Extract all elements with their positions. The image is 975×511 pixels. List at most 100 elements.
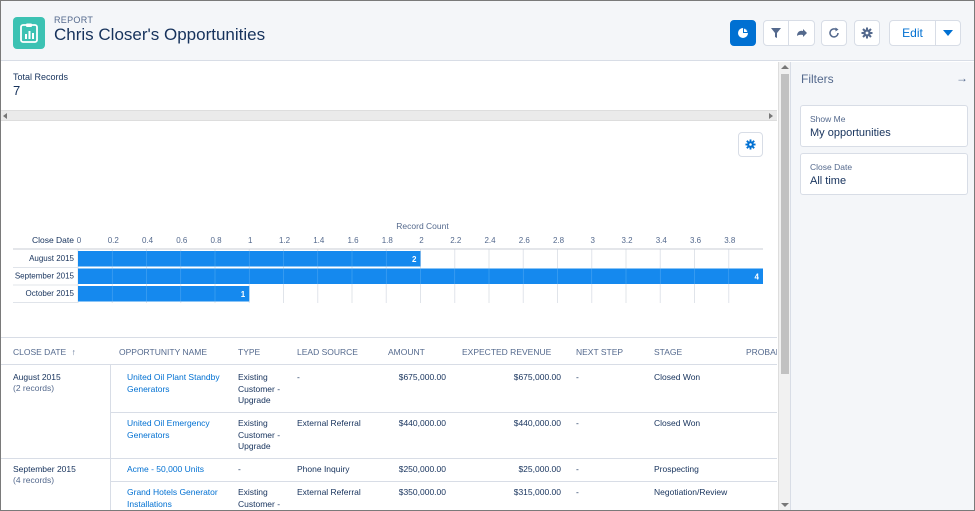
filter-close-date[interactable]: Close Date All time [800,153,968,195]
x-tick-label: 3 [591,236,596,245]
scroll-right-icon[interactable] [769,113,773,119]
next-step-cell: - [576,372,579,382]
toggle-filters-button[interactable] [788,20,815,46]
x-tick-label: 1 [248,236,253,245]
y-axis-title: Close Date [32,235,74,245]
column-header-label: CLOSE DATE [13,347,67,357]
scrollbar-thumb[interactable] [781,74,789,374]
lead-source-cell: External Referral [297,418,361,428]
filters-panel-icon [796,29,807,37]
bar [78,286,250,302]
filter-show-me[interactable]: Show Me My opportunities [800,105,968,147]
type-cell: Existing Customer - Upgrade [238,418,281,451]
more-actions-dropdown[interactable] [935,20,961,46]
category-label: August 2015 [29,254,74,263]
opportunity-link[interactable]: United Oil Plant Standby Generators [127,372,220,394]
opportunity-link[interactable]: Grand Hotels Generator Installations [127,487,218,509]
x-tick-label: 2 [419,236,424,245]
lead-source-cell: - [297,372,300,382]
column-header-next-step[interactable]: NEXT STEP [576,347,624,357]
type-cell: Existing Customer - [238,487,281,509]
stage-cell: Closed Won [654,418,701,428]
vertical-scrollbar[interactable] [778,62,790,510]
column-header-amount[interactable]: AMOUNT [388,347,425,357]
amount-cell: $250,000.00 [398,464,446,474]
amount-cell: $350,000.00 [398,487,446,497]
group-divider [1,458,777,459]
opportunity-link[interactable]: United Oil Emergency Generators [127,418,210,440]
x-tick-label: 2.8 [553,236,565,245]
data-label: 4 [755,273,760,282]
amount-cell: $440,000.00 [398,418,446,428]
column-header-stage[interactable]: STAGE [654,347,683,357]
type-cell: Existing Customer - Upgrade [238,372,281,405]
collapse-arrow-icon[interactable]: → [956,71,968,85]
x-axis-title: Record Count [396,221,449,231]
expected-revenue-cell: $440,000.00 [513,418,561,428]
column-header-expected-revenue[interactable]: EXPECTED REVENUE [462,347,552,357]
data-label: 1 [241,290,246,299]
category-label: September 2015 [15,272,75,281]
horizontal-scrollbar[interactable] [1,110,777,121]
chart-toggle-button[interactable] [730,20,756,46]
x-tick-label: 1.4 [313,236,325,245]
x-tick-label: 1.8 [382,236,394,245]
report-body: Total Records 7 Record Count Close Date 0 0… [1,62,790,510]
column-header-close-date[interactable]: CLOSE DATE ↑ [13,347,76,357]
pie-chart-icon [738,28,748,38]
refresh-button[interactable] [821,20,847,46]
chart-settings-button[interactable] [738,132,763,157]
x-tick-label: 0.4 [142,236,154,245]
x-tick-label: 3.2 [621,236,633,245]
page-eyebrow: REPORT [54,15,94,25]
report-settings-button[interactable] [854,20,880,46]
page-header: REPORT Chris Closer's Opportunities [1,1,974,61]
scroll-left-icon[interactable] [3,113,7,119]
gear-icon [861,27,873,39]
filter-label: Show Me [810,114,846,124]
type-cell: - [238,464,241,474]
chevron-down-icon [943,30,953,36]
row-divider [111,412,777,413]
data-label: 2 [412,255,417,264]
group-count: (2 records) [13,383,55,393]
filter-value: All time [810,175,847,187]
lead-source-cell: Phone Inquiry [297,464,350,474]
page-title: Chris Closer's Opportunities [54,25,266,44]
column-header-opportunity-name[interactable]: OPPORTUNITY NAME [119,347,208,357]
next-step-cell: - [576,418,579,428]
scroll-up-icon[interactable] [781,65,789,69]
report-app-icon [13,17,45,49]
category-label: October 2015 [26,289,75,298]
column-header-probability[interactable]: PROBABI [746,347,777,357]
x-tick-label: 2.2 [450,236,462,245]
scroll-down-icon[interactable] [781,503,789,507]
filter-label: Close Date [810,162,853,172]
x-tick-label: 1.6 [347,236,359,245]
x-tick-label: 3.6 [690,236,702,245]
next-step-cell: - [576,464,579,474]
group-divider [110,459,111,510]
filter-value: My opportunities [810,127,891,139]
total-records-label: Total Records [13,72,69,82]
filters-panel-title: Filters [801,72,834,86]
expected-revenue-cell: $675,000.00 [513,372,561,382]
record-count-bar-chart: Record Count Close Date 0 0.2 0.4 0.6 0.8 1 1.2 1… [13,221,763,303]
x-tick-label: 2.6 [519,236,531,245]
column-header-type[interactable]: TYPE [238,347,261,357]
refresh-icon [829,27,839,38]
lead-source-cell: External Referral [297,487,361,497]
report-table: CLOSE DATE ↑ OPPORTUNITY NAME TYPE LEAD … [1,337,777,510]
column-header-lead-source[interactable]: LEAD SOURCE [297,347,358,357]
x-tick-label: 2.4 [484,236,496,245]
edit-button[interactable]: Edit [889,20,936,46]
stage-cell: Prospecting [654,464,699,474]
filter-button[interactable] [763,20,789,46]
row-divider [111,481,777,482]
x-tick-label: 0.6 [176,236,188,245]
x-tick-label: 0.8 [210,236,222,245]
opportunity-link[interactable]: Acme - 50,000 Units [127,464,205,474]
x-tick-label: 0.2 [108,236,120,245]
amount-cell: $675,000.00 [398,372,446,382]
